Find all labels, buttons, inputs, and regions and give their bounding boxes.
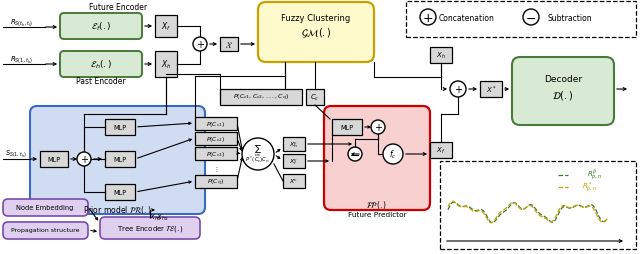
Text: $P(C_{c2})$: $P(C_{c2})$ [207,134,225,144]
Text: Decoder: Decoder [544,75,582,84]
Text: $C_c$: $C_c$ [310,92,320,103]
Text: MLP: MLP [340,124,354,131]
Bar [195,118,237,131]
Bar [195,175,237,188]
Text: +: + [80,154,88,164]
Text: $P(C_{c1},C_{c2},...,C_{cj})$: $P(C_{c1},C_{c2},...,C_{cj})$ [232,92,289,103]
FancyBboxPatch shape [3,222,88,239]
Bar [283,137,305,151]
Text: $X_f^c$: $X_f^c$ [289,156,299,166]
Text: Past Encoder: Past Encoder [76,77,126,86]
Text: $\sum_{m_i}$: $\sum_{m_i}$ [254,142,262,158]
Bar [283,174,305,188]
Bar [105,184,135,200]
Text: $\mathcal{GM}(.)$: $\mathcal{GM}(.)$ [301,26,332,39]
Text: $P(C_{c3})$: $P(C_{c3})$ [207,149,225,158]
Text: $P(C_{cj})$: $P(C_{cj})$ [207,177,225,187]
Bar [155,52,177,78]
Text: $\mathcal{E}_f(.)$: $\mathcal{E}_f(.)$ [91,21,111,33]
Circle shape [383,145,403,164]
Text: $P^*(C_c)C_{c_i}$: $P^*(C_c)C_{c_i}$ [245,154,271,165]
Bar [195,147,237,160]
Text: $R_{p,n}^*$: $R_{p,n}^*$ [582,180,598,195]
Text: $X_f$: $X_f$ [436,145,445,155]
Text: Tree Encoder $\mathcal{TE}(.)$: Tree Encoder $\mathcal{TE}(.)$ [116,223,184,234]
Text: $\mathcal{D}(.)$: $\mathcal{D}(.)$ [552,88,574,101]
Text: $X^c$: $X^c$ [289,177,299,185]
Text: Future Predictor: Future Predictor [348,211,406,217]
Text: $R_{p,n}^{\hat{p}}$: $R_{p,n}^{\hat{p}}$ [588,167,603,182]
Text: $X_{hs}$: $X_{hs}$ [148,212,161,222]
FancyBboxPatch shape [324,107,430,210]
Circle shape [193,38,207,52]
Circle shape [77,152,91,166]
Text: $X_f$: $X_f$ [161,21,171,33]
Circle shape [450,82,466,98]
Bar [332,120,362,135]
Text: $X^*$: $X^*$ [486,84,497,95]
Bar [283,154,305,168]
Text: $\mathcal{E}_h(.)$: $\mathcal{E}_h(.)$ [90,58,112,71]
Text: $\mathcal{FP}(.)$: $\mathcal{FP}(.)$ [366,198,388,210]
Bar [480,82,502,98]
Text: +: + [454,85,462,95]
Circle shape [371,121,385,134]
FancyBboxPatch shape [100,217,200,239]
Bar [220,90,302,106]
Text: Concatenation: Concatenation [439,13,495,22]
FancyBboxPatch shape [512,58,614,125]
Text: $P(C_{c1})$: $P(C_{c1})$ [207,120,225,129]
Text: $X_h^c$: $X_h^c$ [289,140,299,149]
Text: $\mathcal{X}$: $\mathcal{X}$ [225,40,233,50]
Text: MLP: MLP [113,189,127,195]
Text: Prior model $\mathcal{PR}(.)$: Prior model $\mathcal{PR}(.)$ [83,203,152,215]
Circle shape [420,10,436,26]
Bar [155,16,177,38]
Text: Future Encoder: Future Encoder [89,3,147,11]
Bar [105,120,135,135]
Text: $-$: $-$ [349,148,360,161]
FancyBboxPatch shape [3,199,88,216]
Circle shape [348,147,362,161]
Text: $f_c$: $f_c$ [389,148,397,161]
Text: +: + [422,11,433,24]
Text: $X_h$: $X_h$ [436,51,446,61]
Text: $\vdots$: $\vdots$ [213,165,219,173]
Text: MLP: MLP [113,124,127,131]
FancyBboxPatch shape [406,2,636,38]
Text: Fuzzy Clustering: Fuzzy Clustering [282,13,351,22]
Bar [195,133,237,146]
Text: Propagation structure: Propagation structure [11,228,79,233]
Bar [430,48,452,64]
Text: $X_h$: $X_h$ [161,58,172,71]
Text: +: + [374,122,382,133]
Bar [105,151,135,167]
Bar [40,151,68,167]
Text: $-$: $-$ [525,11,536,24]
Circle shape [523,10,539,26]
Circle shape [242,138,274,170]
Text: $S_{S(1,t_h)}$: $S_{S(1,t_h)}$ [5,148,27,159]
FancyBboxPatch shape [440,161,636,249]
FancyBboxPatch shape [30,107,205,214]
Bar [220,38,238,52]
Bar [430,142,452,158]
Text: MLP: MLP [113,156,127,162]
Text: $X_{hs}$: $X_{hs}$ [156,212,168,222]
Text: $R_{S(t_h,t_f)}$: $R_{S(t_h,t_f)}$ [10,18,34,28]
Text: Subtraction: Subtraction [548,13,592,22]
Text: $R_{S(1,t_h)}$: $R_{S(1,t_h)}$ [10,54,34,65]
Text: Node Embedding: Node Embedding [16,204,74,210]
Text: MLP: MLP [47,156,61,162]
FancyBboxPatch shape [60,52,142,78]
FancyBboxPatch shape [60,14,142,40]
Text: +: + [196,40,204,50]
Bar [306,90,324,106]
FancyBboxPatch shape [258,3,374,63]
